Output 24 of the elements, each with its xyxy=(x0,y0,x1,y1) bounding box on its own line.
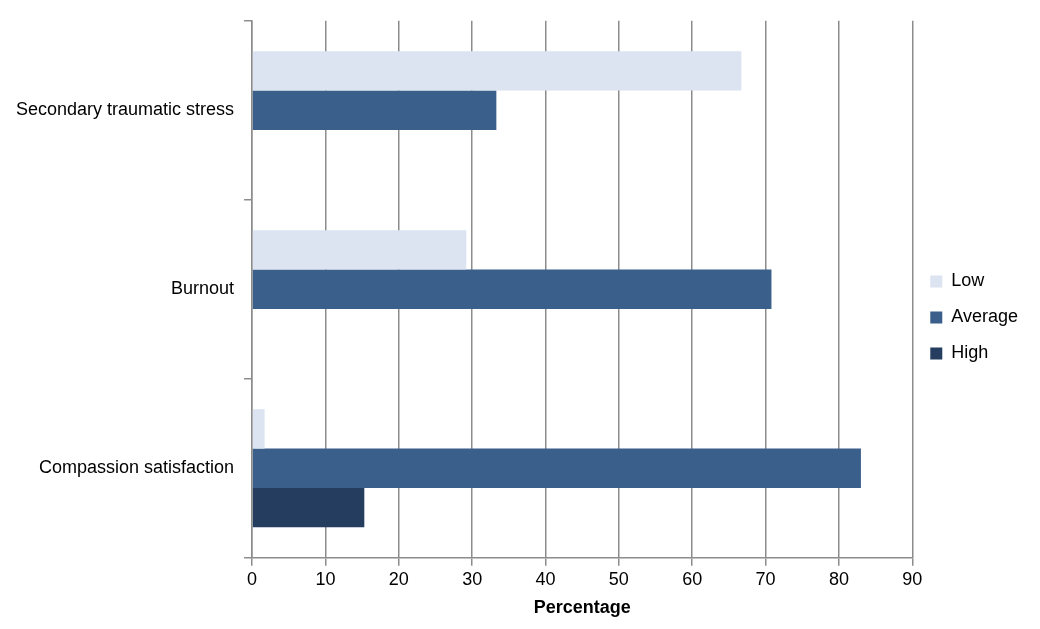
y-tick-label: Secondary traumatic stress xyxy=(15,99,235,120)
x-tick-label: 40 xyxy=(535,568,556,589)
x-tick-label: 20 xyxy=(388,568,409,589)
y-tick-label: Burnout xyxy=(171,278,235,299)
bar xyxy=(252,51,742,91)
legend-label: Low xyxy=(951,270,986,291)
x-tick-label: 60 xyxy=(682,568,703,589)
x-tick-label: 70 xyxy=(755,568,776,589)
x-tick-label: 30 xyxy=(462,568,483,589)
x-tick-label: 10 xyxy=(315,568,336,589)
legend-label: High xyxy=(951,342,989,363)
x-tick-label: 80 xyxy=(828,568,849,589)
y-tick-label: Compassion satisfaction xyxy=(38,457,235,478)
x-tick-label: 50 xyxy=(608,568,629,589)
bar xyxy=(252,90,497,130)
x-tick-label: 90 xyxy=(902,568,923,589)
bar xyxy=(252,487,365,528)
bar xyxy=(252,230,467,270)
legend-label: Average xyxy=(951,306,1018,327)
bar xyxy=(252,269,772,309)
x-tick-label: 0 xyxy=(247,568,258,589)
x-axis-title: Percentage xyxy=(533,597,631,618)
bar xyxy=(252,409,265,449)
bar xyxy=(252,448,861,488)
